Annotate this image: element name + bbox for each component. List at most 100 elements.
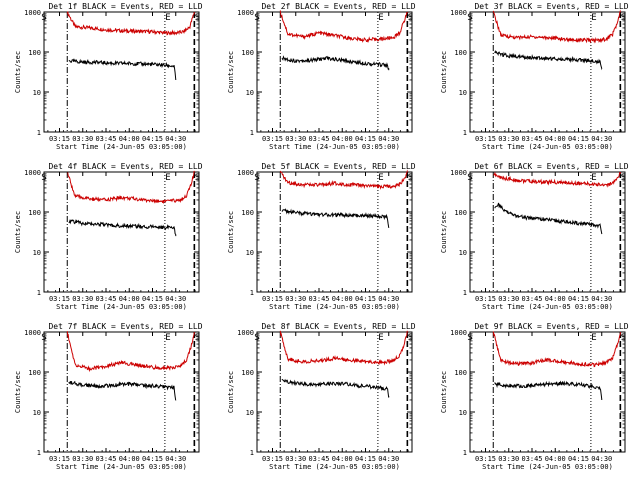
y-tick-label: 1000 [24,329,41,337]
x-tick-label: 04:30 [165,455,186,463]
chart-panel-1: Det 1f BLACK = Events, RED = LLD 1 10 100 10… [14,2,203,151]
marker-s: S [195,173,200,183]
series-line-lld [279,330,408,366]
x-tick-label: 03:15 [262,455,283,463]
marker-s: S [195,13,200,23]
marker-e: E [165,13,170,23]
x-tick-label: 04:00 [119,295,140,303]
plot-frame [256,171,413,293]
marker-s: S [621,13,626,23]
marker-e: E [165,333,170,343]
marker-s: S [408,333,413,343]
series-line-events [281,55,390,71]
x-tick-label: 03:15 [49,135,70,143]
x-tick-label: 04:15 [568,295,589,303]
y-tick-label: 10 [246,249,254,257]
marker-s: S [408,173,413,183]
y-tick-label: 1000 [237,329,254,337]
marker-s: S [41,173,46,183]
y-tick-label: 100 [241,209,254,217]
x-tick-label: 03:30 [72,295,93,303]
x-tick-label: 04:00 [545,295,566,303]
chart-title: Det 1f BLACK = Events, RED = LLD [48,2,202,11]
x-tick-label: 03:30 [498,135,519,143]
y-tick-label: 1000 [450,169,467,177]
series-line-lld [493,171,621,188]
x-tick-label: 03:15 [475,135,496,143]
x-tick-label: 04:30 [591,295,612,303]
chart-panel-6: Det 6f BLACK = Events, RED = LLD 1 10 100 10… [440,162,629,311]
x-tick-label: 04:30 [165,135,186,143]
y-axis-label: Counts/sec [227,211,235,253]
y-axis-label: Counts/sec [14,51,22,93]
x-tick-label: 04:15 [142,295,163,303]
x-tick-label: 03:45 [308,295,329,303]
marker-s: S [621,173,626,183]
marker-s: S [467,13,472,23]
x-tick-label: 03:15 [49,295,70,303]
x-tick-label: 03:30 [72,455,93,463]
x-tick-label: 04:15 [142,135,163,143]
plot-frame [256,11,413,133]
y-axis-label: Counts/sec [14,211,22,253]
y-tick-label: 1000 [24,9,41,17]
y-axis-label: Counts/sec [440,211,448,253]
x-tick-label: 04:15 [568,455,589,463]
series-line-lld [67,170,195,205]
x-tick-label: 04:30 [378,455,399,463]
x-tick-label: 04:15 [355,295,376,303]
y-tick-label: 100 [454,369,467,377]
y-tick-label: 1000 [24,169,41,177]
x-tick-label: 04:00 [119,455,140,463]
series-line-lld [492,9,621,44]
y-tick-label: 1000 [450,329,467,337]
y-tick-label: 1 [250,289,254,297]
x-axis-label: Start Time (24-Jun-05 03:05:00) [482,303,613,311]
marker-s: S [254,333,259,343]
x-tick-label: 04:00 [545,455,566,463]
y-axis-label: Counts/sec [440,51,448,93]
series-line-events [281,378,390,398]
plot-frame [256,331,413,453]
x-axis-label: Start Time (24-Jun-05 03:05:00) [56,463,187,471]
series-line-lld [492,331,621,368]
x-tick-label: 03:45 [521,295,542,303]
chart-panel-2: Det 2f BLACK = Events, RED = LLD 1 10 100 10… [227,2,416,151]
y-axis-label: Counts/sec [440,371,448,413]
marker-s: S [254,173,259,183]
x-tick-label: 03:45 [95,295,116,303]
x-tick-label: 04:15 [568,135,589,143]
series-line-lld [66,331,195,373]
plot-frame [43,11,200,133]
x-tick-label: 04:15 [142,455,163,463]
y-tick-label: 1 [37,129,41,137]
plot-frame [469,171,626,293]
chart-panel-7: Det 7f BLACK = Events, RED = LLD 1 10 100 10… [14,322,203,471]
x-axis-label: Start Time (24-Jun-05 03:05:00) [269,143,400,151]
x-tick-label: 03:30 [498,455,519,463]
series-line-lld [66,11,195,36]
marker-e: E [378,173,383,183]
chart-title: Det 5f BLACK = Events, RED = LLD [261,162,415,171]
y-axis-label: Counts/sec [227,371,235,413]
x-axis-label: Start Time (24-Jun-05 03:05:00) [482,463,613,471]
marker-e: E [165,173,170,183]
chart-panel-5: Det 5f BLACK = Events, RED = LLD 1 10 100 10… [227,162,416,311]
x-tick-label: 04:00 [545,135,566,143]
x-axis-label: Start Time (24-Jun-05 03:05:00) [56,143,187,151]
marker-s: S [41,333,46,343]
plot-frame [469,11,626,133]
y-tick-label: 10 [246,409,254,417]
x-tick-label: 03:15 [475,295,496,303]
x-tick-label: 03:15 [49,455,70,463]
y-tick-label: 10 [459,89,467,97]
x-tick-label: 04:30 [378,295,399,303]
y-tick-label: 1000 [237,9,254,17]
marker-s: S [408,13,413,23]
marker-s: S [195,333,200,343]
y-tick-label: 10 [33,409,41,417]
y-tick-label: 100 [454,49,467,57]
y-tick-label: 1 [463,449,467,457]
x-tick-label: 03:45 [308,455,329,463]
